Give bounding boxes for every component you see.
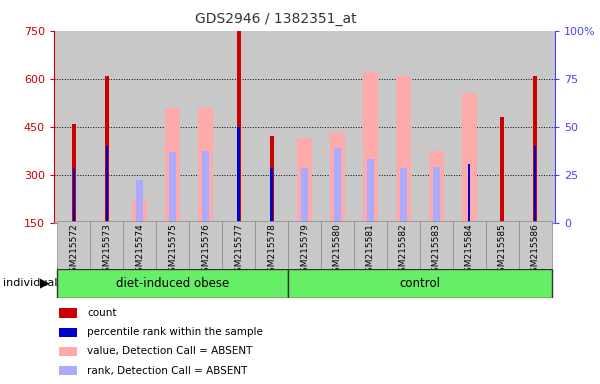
- Bar: [73, 168, 75, 223]
- Bar: [533, 76, 537, 223]
- Bar: [396, 76, 411, 223]
- Bar: [387, 221, 420, 269]
- Bar: [500, 117, 504, 223]
- Bar: [453, 221, 486, 269]
- Bar: [202, 151, 209, 223]
- Bar: [271, 168, 272, 223]
- Bar: [288, 221, 321, 269]
- Bar: [433, 167, 440, 223]
- Text: GSM215584: GSM215584: [465, 223, 474, 278]
- Bar: [288, 269, 552, 298]
- Text: GSM215580: GSM215580: [333, 223, 342, 278]
- Bar: [354, 221, 387, 269]
- Bar: [238, 127, 240, 223]
- Text: GSM215572: GSM215572: [69, 223, 78, 278]
- Text: rank, Detection Call = ABSENT: rank, Detection Call = ABSENT: [87, 366, 248, 376]
- Bar: [57, 221, 90, 269]
- Bar: [59, 366, 77, 375]
- Bar: [236, 31, 241, 223]
- Text: GSM215583: GSM215583: [432, 223, 441, 278]
- Bar: [90, 221, 123, 269]
- Text: percentile rank within the sample: percentile rank within the sample: [87, 327, 263, 337]
- Bar: [106, 146, 108, 223]
- Text: GSM215579: GSM215579: [300, 223, 309, 278]
- Text: GSM215585: GSM215585: [498, 223, 507, 278]
- Bar: [363, 72, 378, 223]
- Bar: [269, 136, 274, 223]
- Text: diet-induced obese: diet-induced obese: [116, 277, 229, 290]
- Bar: [321, 221, 354, 269]
- Bar: [72, 124, 76, 223]
- Bar: [301, 168, 308, 223]
- Bar: [222, 221, 255, 269]
- Bar: [123, 221, 156, 269]
- Bar: [59, 328, 77, 337]
- Bar: [105, 76, 109, 223]
- Text: GSM215582: GSM215582: [399, 223, 408, 278]
- Bar: [462, 93, 477, 223]
- Bar: [59, 347, 77, 356]
- Bar: [468, 164, 470, 223]
- Bar: [57, 269, 288, 298]
- Bar: [189, 221, 222, 269]
- Text: count: count: [87, 308, 116, 318]
- Bar: [330, 133, 345, 223]
- Bar: [169, 152, 176, 223]
- Bar: [334, 147, 341, 223]
- Bar: [255, 221, 288, 269]
- Bar: [156, 221, 189, 269]
- Text: GSM215573: GSM215573: [102, 223, 111, 278]
- Text: GSM215576: GSM215576: [201, 223, 210, 278]
- Text: GSM215581: GSM215581: [366, 223, 375, 278]
- Text: GSM215577: GSM215577: [234, 223, 243, 278]
- Bar: [59, 308, 77, 318]
- Bar: [420, 221, 453, 269]
- Bar: [132, 200, 147, 223]
- Text: individual: individual: [3, 278, 58, 288]
- Text: ▶: ▶: [40, 277, 49, 290]
- Bar: [198, 108, 213, 223]
- Bar: [519, 221, 552, 269]
- Bar: [400, 168, 407, 223]
- Bar: [367, 159, 374, 223]
- Text: GSM215575: GSM215575: [168, 223, 177, 278]
- Text: GDS2946 / 1382351_at: GDS2946 / 1382351_at: [195, 12, 357, 25]
- Bar: [429, 151, 444, 223]
- Bar: [297, 138, 312, 223]
- Bar: [534, 146, 536, 223]
- Bar: [136, 180, 143, 223]
- Text: control: control: [400, 277, 440, 290]
- Bar: [486, 221, 519, 269]
- Bar: [165, 108, 180, 223]
- Text: GSM215586: GSM215586: [531, 223, 540, 278]
- Text: GSM215574: GSM215574: [135, 223, 144, 278]
- Text: GSM215578: GSM215578: [267, 223, 276, 278]
- Text: value, Detection Call = ABSENT: value, Detection Call = ABSENT: [87, 346, 253, 356]
